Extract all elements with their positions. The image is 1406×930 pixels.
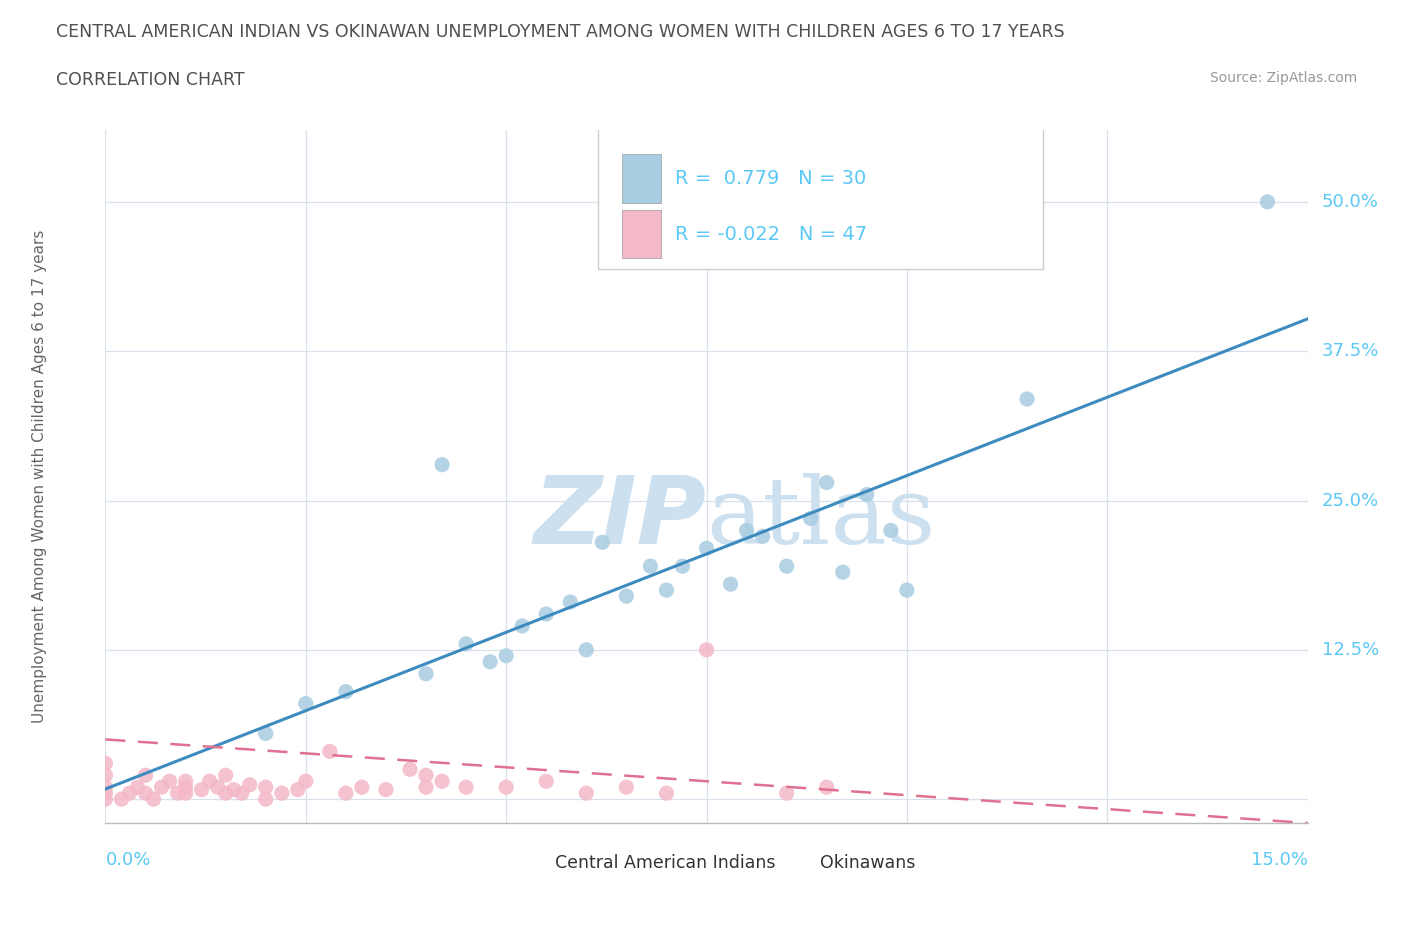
Point <box>159 774 181 789</box>
Text: 12.5%: 12.5% <box>1322 641 1379 658</box>
Point <box>616 589 638 604</box>
Point <box>855 487 877 502</box>
Point <box>454 636 477 651</box>
Point <box>287 782 309 797</box>
Point <box>1017 392 1039 406</box>
Point <box>254 726 277 741</box>
Point <box>198 774 221 789</box>
Point <box>319 744 342 759</box>
Point <box>415 768 437 783</box>
Point <box>174 774 197 789</box>
Text: R = -0.022   N = 47: R = -0.022 N = 47 <box>675 225 868 244</box>
Point <box>495 648 517 663</box>
Point <box>118 786 141 801</box>
Point <box>415 779 437 794</box>
Text: Central American Indians: Central American Indians <box>555 855 776 872</box>
Point <box>896 583 918 598</box>
Point <box>166 786 188 801</box>
Point <box>174 786 197 801</box>
Point <box>575 786 598 801</box>
Point <box>239 777 262 792</box>
Point <box>399 762 422 777</box>
Text: 25.0%: 25.0% <box>1322 492 1379 510</box>
Point <box>190 782 212 797</box>
Point <box>815 779 838 794</box>
Point <box>831 565 853 579</box>
Point <box>135 786 157 801</box>
Point <box>735 523 758 538</box>
Point <box>655 583 678 598</box>
Point <box>560 594 582 609</box>
Point <box>776 786 799 801</box>
Point <box>94 779 117 794</box>
Point <box>231 786 253 801</box>
Text: Okinawans: Okinawans <box>820 855 915 872</box>
Point <box>254 779 277 794</box>
Bar <box>515 846 541 880</box>
Point <box>671 559 693 574</box>
Point <box>815 475 838 490</box>
Point <box>696 541 718 556</box>
Point <box>94 791 117 806</box>
Text: CENTRAL AMERICAN INDIAN VS OKINAWAN UNEMPLOYMENT AMONG WOMEN WITH CHILDREN AGES : CENTRAL AMERICAN INDIAN VS OKINAWAN UNEM… <box>56 23 1064 41</box>
Point <box>222 782 245 797</box>
Point <box>295 697 318 711</box>
Bar <box>623 154 661 203</box>
Point <box>575 643 598 658</box>
FancyBboxPatch shape <box>599 126 1043 269</box>
Point <box>1257 194 1279 209</box>
Text: ZIP: ZIP <box>534 472 707 565</box>
Point <box>495 779 517 794</box>
Point <box>295 774 318 789</box>
Point <box>142 791 165 806</box>
Point <box>207 779 229 794</box>
Point <box>720 577 742 591</box>
Point <box>110 791 132 806</box>
Point <box>534 606 557 621</box>
Point <box>800 511 823 525</box>
Point <box>350 779 373 794</box>
Point <box>534 774 557 789</box>
Point <box>214 768 236 783</box>
Point <box>616 779 638 794</box>
Point <box>127 779 149 794</box>
Point <box>430 458 453 472</box>
Text: 37.5%: 37.5% <box>1322 342 1379 360</box>
Point <box>174 779 197 794</box>
Point <box>696 643 718 658</box>
Text: Source: ZipAtlas.com: Source: ZipAtlas.com <box>1209 71 1357 85</box>
Point <box>880 523 903 538</box>
Bar <box>623 210 661 259</box>
Text: CORRELATION CHART: CORRELATION CHART <box>56 71 245 88</box>
Text: 15.0%: 15.0% <box>1250 851 1308 869</box>
Text: 50.0%: 50.0% <box>1322 193 1379 211</box>
Point <box>374 782 398 797</box>
Text: R =  0.779   N = 30: R = 0.779 N = 30 <box>675 169 866 188</box>
Point <box>94 756 117 771</box>
Point <box>150 779 173 794</box>
Point <box>335 684 357 699</box>
Point <box>135 768 157 783</box>
Point <box>270 786 292 801</box>
Point <box>479 655 502 670</box>
Point <box>415 666 437 681</box>
Point <box>94 768 117 783</box>
Point <box>591 535 613 550</box>
Text: Unemployment Among Women with Children Ages 6 to 17 years: Unemployment Among Women with Children A… <box>32 230 46 724</box>
Point <box>776 559 799 574</box>
Point <box>94 786 117 801</box>
Point <box>655 786 678 801</box>
Point <box>751 529 773 544</box>
Point <box>214 786 236 801</box>
Point <box>430 774 453 789</box>
Text: 0.0%: 0.0% <box>105 851 150 869</box>
Bar <box>779 846 806 880</box>
Point <box>454 779 477 794</box>
Point <box>640 559 662 574</box>
Point <box>335 786 357 801</box>
Text: atlas: atlas <box>707 473 936 564</box>
Point <box>254 791 277 806</box>
Point <box>510 618 533 633</box>
